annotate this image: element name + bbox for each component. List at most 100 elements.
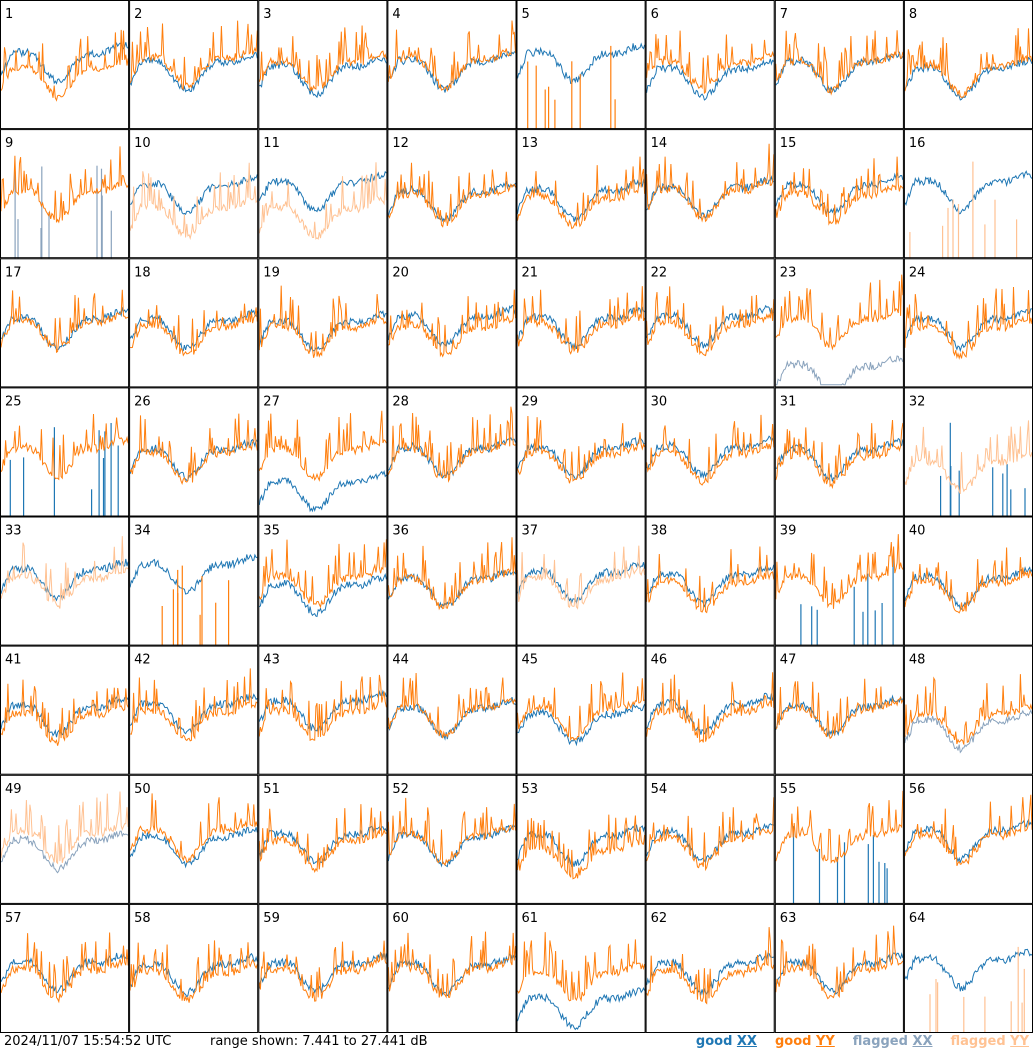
panel-label: 64: [909, 911, 926, 926]
series-xx-spikes: [939, 422, 1026, 517]
panel-35: 35: [258, 516, 388, 646]
series-xx-line: [258, 572, 387, 618]
series-xx-line: [0, 696, 129, 738]
panel-39: 39: [774, 516, 904, 646]
series-xx-line: [904, 818, 1033, 864]
legend-item: good XX: [696, 1034, 757, 1049]
panel-label: 53: [522, 782, 539, 797]
panel-frame: [645, 903, 775, 1033]
series-yy-line: [258, 25, 387, 92]
legend: good XX good YY flagged XX flagged YY: [678, 1034, 1029, 1049]
panel-frame: [774, 258, 904, 388]
series-yy-line: [387, 406, 516, 483]
panel-label: 54: [651, 782, 668, 797]
panel-label: 59: [263, 911, 280, 926]
panel-label: 16: [909, 136, 926, 151]
series-yy-line: [129, 668, 258, 742]
legend-pol: YY: [1010, 1034, 1029, 1049]
series-xx-line: [129, 952, 258, 998]
series-yy-line: [258, 804, 387, 874]
panel-label: 37: [522, 524, 539, 539]
panel-frame: [0, 903, 130, 1033]
panel-frame: [774, 0, 904, 130]
series-yy-line: [646, 546, 775, 614]
panel-label: 57: [5, 911, 22, 926]
panel-frame: [387, 387, 517, 517]
series-xx-spikes: [800, 556, 894, 646]
panel-11: 11: [258, 129, 388, 259]
series-xx-line: [0, 830, 129, 874]
panel-29: 29: [516, 387, 646, 517]
panel-frame: [516, 645, 646, 775]
panel-13: 13: [516, 129, 646, 259]
series-yy-line: [129, 940, 258, 1003]
panel-45: 45: [516, 645, 646, 775]
series-xx-line: [258, 825, 387, 865]
panel-label: 30: [651, 394, 668, 409]
series-yy-line: [258, 410, 387, 482]
panel-frame: [0, 774, 130, 904]
panel-label: 29: [522, 394, 539, 409]
panel-label: 46: [651, 653, 668, 668]
panel-frame: [129, 903, 259, 1033]
series-yy-line: [904, 794, 1033, 866]
panel-label: 4: [392, 7, 400, 22]
panel-frame: [645, 387, 775, 517]
panel-label: 44: [392, 653, 409, 668]
series-yy-line: [258, 162, 387, 240]
panel-frame: [258, 516, 388, 646]
panel-6: 6: [645, 0, 775, 130]
series-yy-line: [0, 536, 129, 609]
legend-pol: XX: [736, 1034, 757, 1049]
series-xx-spikes: [792, 826, 888, 904]
panel-frame: [516, 903, 646, 1033]
series-yy-line: [517, 415, 646, 484]
panel-1: 1: [0, 0, 130, 130]
series-yy-spikes: [161, 565, 230, 646]
panel-frame: [516, 258, 646, 388]
series-yy-line: [775, 419, 904, 490]
panel-15: 15: [774, 129, 904, 259]
series-yy-line: [387, 537, 516, 611]
series-yy-line: [129, 413, 258, 485]
series-xx-line: [0, 42, 129, 85]
panel-24: 24: [903, 258, 1033, 388]
series-xx-line: [129, 553, 258, 595]
legend-item: good YY: [775, 1034, 835, 1049]
series-yy-line: [517, 156, 646, 230]
series-yy-line: [904, 420, 1033, 495]
panel-63: 63: [774, 903, 904, 1033]
panel-47: 47: [774, 645, 904, 775]
panel-64: 64: [903, 903, 1033, 1033]
panel-frame: [387, 645, 517, 775]
panel-34: 34: [129, 516, 259, 646]
panel-frame: [387, 774, 517, 904]
panel-frame: [387, 903, 517, 1033]
panel-frame: [774, 903, 904, 1033]
panel-54: 54: [645, 774, 775, 904]
series-xx-line: [259, 56, 387, 99]
series-yy-line: [646, 414, 775, 486]
series-xx-spikes: [14, 165, 112, 259]
panel-frame: [258, 774, 388, 904]
panel-frame: [258, 645, 388, 775]
panel-18: 18: [129, 258, 259, 388]
panel-frame: [774, 774, 904, 904]
series-xx-line: [517, 561, 646, 604]
panel-21: 21: [516, 258, 646, 388]
panel-55: 55: [774, 774, 904, 904]
legend-word: flagged: [852, 1034, 913, 1049]
panel-label: 18: [134, 265, 151, 280]
panel-frame: [258, 903, 388, 1033]
panel-frame: [516, 129, 646, 259]
panel-frame: [774, 387, 904, 517]
panel-2: 2: [129, 0, 259, 130]
series-xx-line: [775, 437, 904, 482]
series-xx-line: [258, 310, 387, 353]
series-yy-line: [517, 814, 646, 880]
panel-7: 7: [774, 0, 904, 130]
panel-23: 23: [774, 258, 904, 388]
series-yy-line: [904, 674, 1033, 745]
panel-label: 31: [780, 394, 797, 409]
panel-label: 13: [522, 136, 539, 151]
